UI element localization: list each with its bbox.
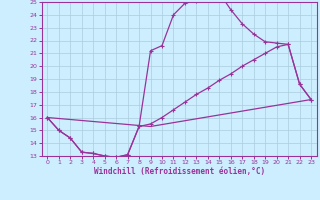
X-axis label: Windchill (Refroidissement éolien,°C): Windchill (Refroidissement éolien,°C) — [94, 167, 265, 176]
